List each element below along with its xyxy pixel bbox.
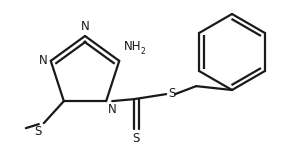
Text: N: N [81,20,89,33]
Text: N: N [108,103,117,116]
Text: S: S [133,132,140,144]
Text: S: S [35,125,42,138]
Text: 2: 2 [140,47,145,56]
Text: N: N [39,54,48,67]
Text: NH: NH [124,40,142,53]
Text: S: S [168,87,176,100]
